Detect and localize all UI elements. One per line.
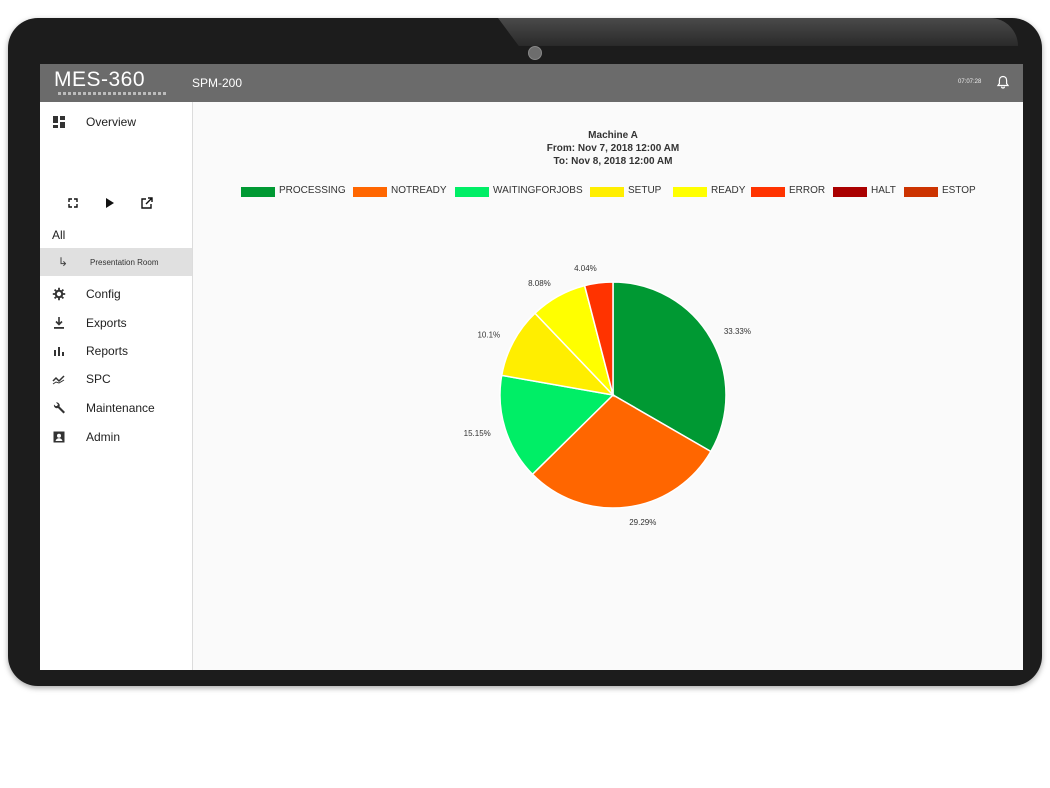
legend-label: HALT: [871, 185, 896, 196]
pie-data-label: 29.29%: [629, 518, 656, 527]
admin-icon: [53, 431, 65, 443]
pie-data-label: 15.15%: [464, 429, 491, 438]
logo-tagline: [58, 92, 168, 95]
pie-slice-setup[interactable]: [500, 312, 616, 397]
sidebar-item-label: Maintenance: [86, 401, 155, 415]
sidebar-item-label: Admin: [86, 430, 121, 444]
pie-slice-processing[interactable]: [612, 281, 727, 453]
sidebar-item-label: Exports: [86, 316, 127, 330]
sidebar: Overview All ↳ Presentation Room: [40, 102, 193, 670]
legend-swatch: [590, 187, 624, 197]
legend-swatch: [904, 187, 938, 197]
download-icon: [54, 317, 64, 329]
app-screen: MES-360 SPM-200 07:07:28 Overview: [40, 64, 1023, 670]
sidebar-item-overview[interactable]: Overview: [40, 110, 192, 134]
legend-swatch: [833, 187, 867, 197]
open-external-icon[interactable]: [140, 196, 154, 210]
pie-data-label: 8.08%: [528, 279, 551, 288]
sidebar-item-exports[interactable]: Exports: [40, 311, 192, 335]
tablet-gloss: [498, 18, 1018, 46]
sidebar-item-label: Reports: [86, 344, 129, 358]
chart-legend: PROCESSING NOTREADY WAITINGFORJOBS SETUP…: [241, 185, 1001, 199]
camera-icon: [528, 46, 542, 60]
legend-label: ERROR: [789, 185, 826, 196]
top-bar: MES-360 SPM-200 07:07:28: [40, 64, 1023, 102]
sidebar-item-reports[interactable]: Reports: [40, 339, 192, 363]
legend-swatch: [353, 187, 387, 197]
legend-label: ESTOP: [942, 185, 976, 196]
legend-swatch: [241, 187, 275, 197]
sidebar-item-label: Overview: [86, 115, 137, 129]
wrench-icon: [53, 402, 65, 414]
chart-title: Machine A: [588, 130, 638, 141]
sidebar-item-label: SPC: [86, 372, 111, 386]
legend-label: WAITINGFORJOBS: [493, 185, 583, 196]
pie-chart: 33.33% 29.29% 15.15% 10.1% 8.08% 4.04%: [464, 264, 751, 527]
sidebar-item-presentation-room[interactable]: ↳ Presentation Room: [40, 248, 192, 276]
legend-label: READY: [711, 185, 746, 196]
sidebar-item-label: Config: [86, 287, 121, 301]
main-content: Machine A From: Nov 7, 2018 12:00 AM To:…: [193, 102, 1023, 670]
chart-subtitle-to: To: Nov 8, 2018 12:00 AM: [553, 156, 673, 167]
pie-data-label: 10.1%: [477, 331, 500, 340]
chart-subtitle-from: From: Nov 7, 2018 12:00 AM: [546, 143, 680, 154]
return-arrow-icon: ↳: [58, 255, 69, 269]
sidebar-item-config[interactable]: Config: [40, 282, 192, 306]
pie-slice-notready[interactable]: [531, 394, 712, 509]
pie-data-label: 33.33%: [724, 327, 751, 336]
page-title: SPM-200: [192, 76, 243, 90]
sidebar-item-admin[interactable]: Admin: [40, 425, 192, 449]
bar-chart-icon: [54, 347, 64, 356]
group-label[interactable]: All: [52, 228, 66, 242]
legend-swatch: [751, 187, 785, 197]
clock: 07:07:28: [958, 79, 982, 85]
sidebar-item-maintenance[interactable]: Maintenance: [40, 396, 192, 420]
pie-slice-waitingforjobs[interactable]: [499, 374, 615, 476]
legend-label: NOTREADY: [391, 185, 447, 196]
pie-data-label: 4.04%: [574, 264, 597, 273]
room-label: Presentation Room: [90, 258, 159, 267]
legend-label: PROCESSING: [279, 185, 346, 196]
fullscreen-icon[interactable]: [66, 196, 80, 210]
legend-swatch: [673, 187, 707, 197]
bell-icon[interactable]: [996, 75, 1010, 89]
legend-label: SETUP: [628, 185, 662, 196]
gear-icon: [52, 287, 66, 301]
sidebar-item-spc[interactable]: SPC: [40, 367, 192, 391]
tablet-frame: MES-360 SPM-200 07:07:28 Overview: [8, 18, 1042, 686]
pie-slice-error[interactable]: [583, 281, 614, 396]
trend-icon: [52, 375, 65, 385]
play-icon[interactable]: [102, 196, 116, 210]
dashboard-icon: [53, 116, 65, 128]
legend-swatch: [455, 187, 489, 197]
app-logo[interactable]: MES-360: [54, 68, 146, 91]
